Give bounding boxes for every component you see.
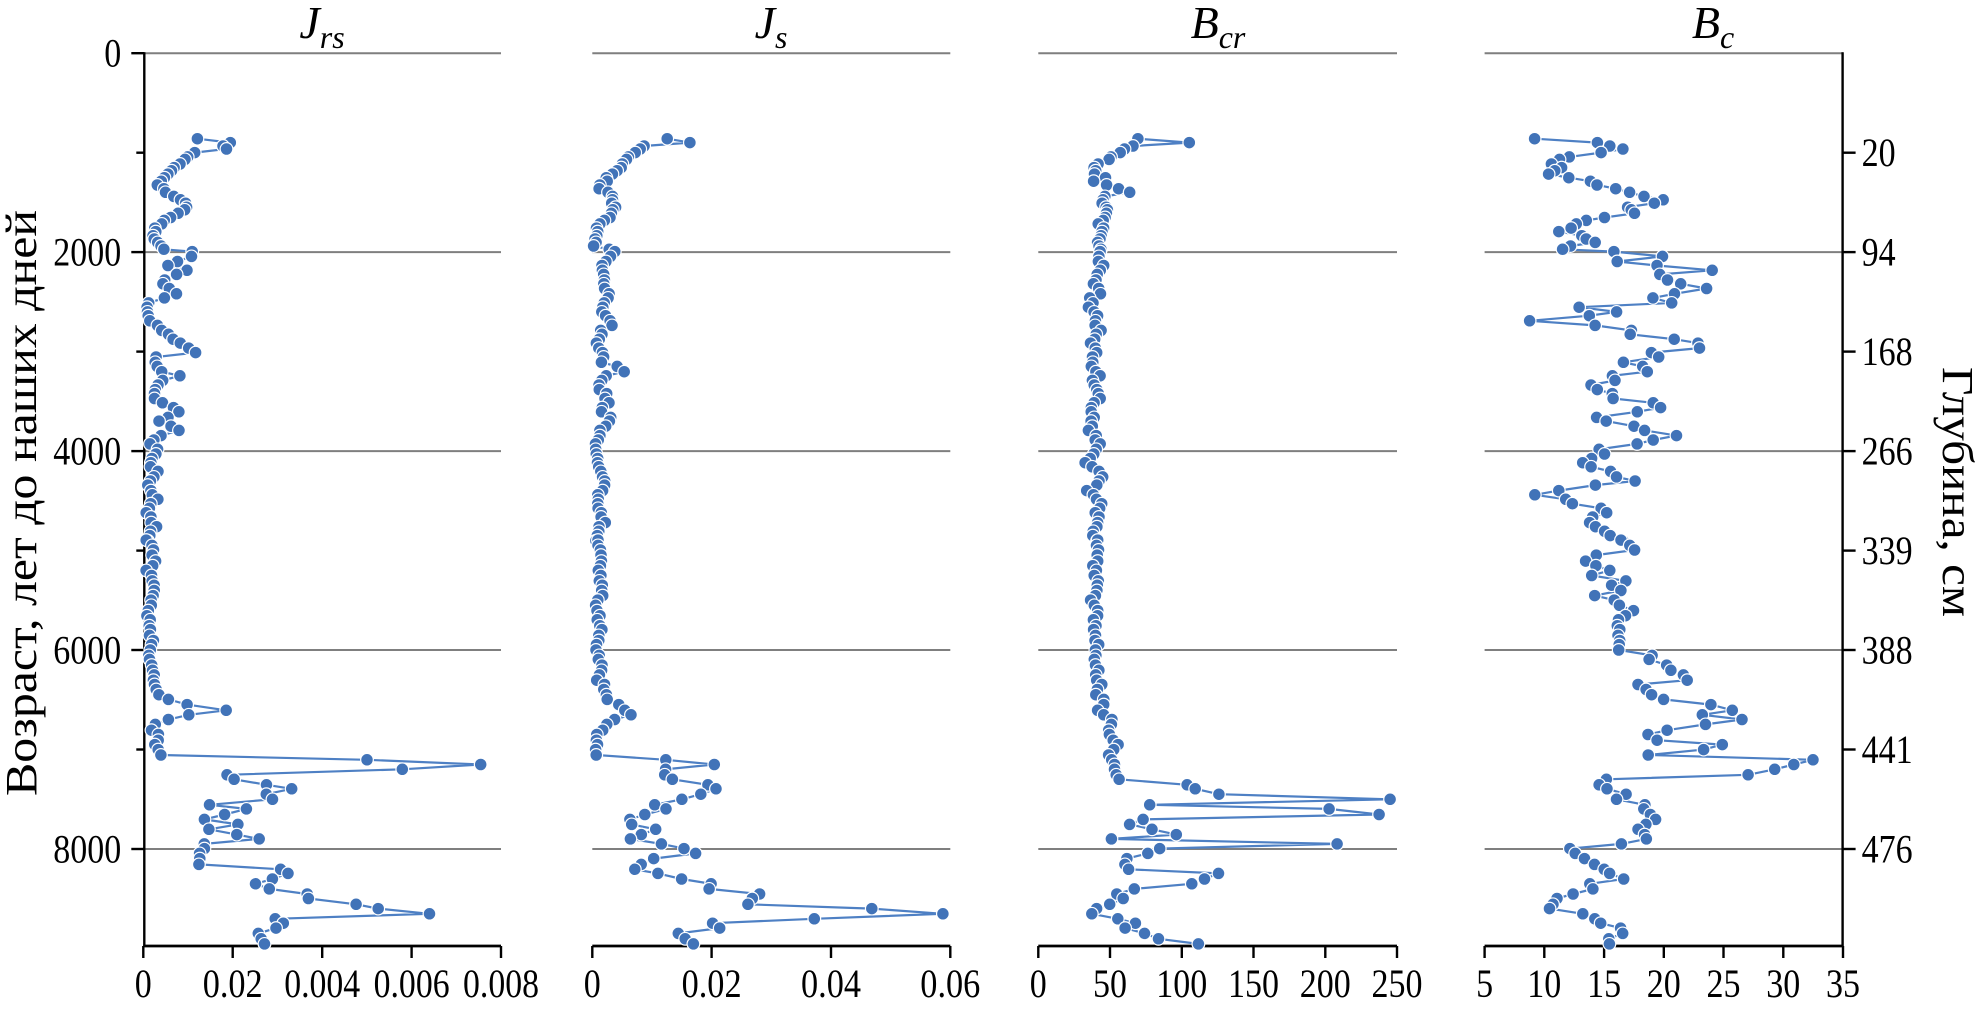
svg-text:339: 339 <box>1862 528 1913 573</box>
svg-text:35: 35 <box>1826 961 1860 1006</box>
svg-text:Возраст, лет до наших дней: Возраст, лет до наших дней <box>0 210 46 796</box>
svg-text:0.06: 0.06 <box>920 961 980 1006</box>
svg-text:25: 25 <box>1707 961 1741 1006</box>
svg-text:100: 100 <box>1156 961 1207 1006</box>
svg-text:266: 266 <box>1862 429 1913 474</box>
svg-text:388: 388 <box>1862 628 1913 673</box>
svg-text:50: 50 <box>1093 961 1127 1006</box>
svg-text:476: 476 <box>1862 827 1913 872</box>
svg-text:4000: 4000 <box>53 429 121 474</box>
svg-text:0.02: 0.02 <box>682 961 742 1006</box>
svg-text:Глубина, см: Глубина, см <box>1933 367 1977 617</box>
svg-text:20: 20 <box>1647 961 1681 1006</box>
svg-text:250: 250 <box>1372 961 1423 1006</box>
svg-text:6000: 6000 <box>53 628 121 673</box>
svg-text:5: 5 <box>1476 961 1493 1006</box>
svg-text:20: 20 <box>1862 130 1896 175</box>
svg-text:168: 168 <box>1862 329 1913 374</box>
svg-text:0.006: 0.006 <box>374 961 450 1006</box>
svg-text:200: 200 <box>1300 961 1351 1006</box>
svg-text:10: 10 <box>1527 961 1561 1006</box>
svg-text:0.008: 0.008 <box>463 961 539 1006</box>
svg-text:0: 0 <box>135 961 152 1006</box>
svg-text:0: 0 <box>104 31 121 76</box>
svg-text:0.004: 0.004 <box>284 961 360 1006</box>
svg-text:94: 94 <box>1862 230 1896 275</box>
svg-text:30: 30 <box>1766 961 1800 1006</box>
svg-text:0: 0 <box>584 961 601 1006</box>
svg-text:2000: 2000 <box>53 230 121 275</box>
svg-text:8000: 8000 <box>53 827 121 872</box>
svg-text:0: 0 <box>1030 961 1047 1006</box>
svg-text:441: 441 <box>1862 727 1913 772</box>
svg-text:15: 15 <box>1587 961 1621 1006</box>
svg-text:150: 150 <box>1228 961 1279 1006</box>
svg-text:0.02: 0.02 <box>203 961 263 1006</box>
svg-text:0.04: 0.04 <box>801 961 861 1006</box>
